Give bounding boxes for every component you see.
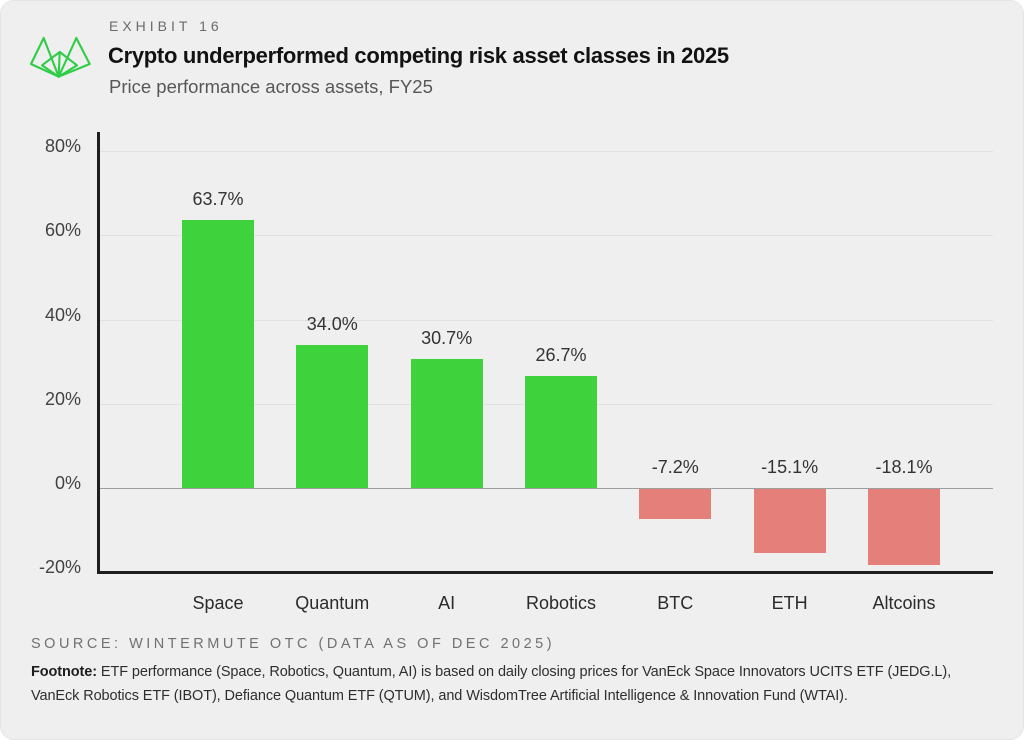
wintermute-logo-icon xyxy=(29,36,91,78)
chart-subtitle: Price performance across assets, FY25 xyxy=(109,76,433,97)
gridline-60 xyxy=(98,235,993,237)
bar-btc xyxy=(639,489,712,520)
xtick-label-altcoins: Altcoins xyxy=(872,593,936,614)
chart-title: Crypto underperformed competing risk ass… xyxy=(108,43,729,68)
x-axis-line xyxy=(96,571,993,575)
bar-value-label-quantum: 34.0% xyxy=(306,313,358,334)
bar-value-label-ai: 30.7% xyxy=(421,327,473,348)
xtick-label-eth: ETH xyxy=(771,593,808,614)
bar-value-label-eth: -15.1% xyxy=(761,457,819,477)
ytick-label-40: 40% xyxy=(44,304,81,325)
y-axis-line xyxy=(96,132,100,574)
bar-ai xyxy=(410,358,483,488)
footnote-label: Footnote: xyxy=(31,664,97,680)
bar-value-label-altcoins: -18.1% xyxy=(875,457,933,477)
zero-line xyxy=(98,488,993,489)
ytick-label-20: 20% xyxy=(44,388,81,409)
exhibit-number: EXHIBIT 16 xyxy=(109,18,223,34)
bar-robotics xyxy=(525,375,597,488)
xtick-label-btc: BTC xyxy=(657,593,694,614)
xtick-label-space: Space xyxy=(192,593,244,614)
source-line: SOURCE: WINTERMUTE OTC (DATA AS OF DEC 2… xyxy=(31,636,556,652)
bar-eth xyxy=(753,489,826,553)
xtick-label-ai: AI xyxy=(438,593,456,614)
bar-value-label-btc: -7.2% xyxy=(651,457,699,477)
bar-quantum xyxy=(296,344,369,488)
ytick-label-60: 60% xyxy=(44,220,81,241)
xtick-label-quantum: Quantum xyxy=(295,593,370,614)
footnote-text: ETF performance (Space, Robotics, Quantu… xyxy=(31,664,952,704)
ytick-label--20: -20% xyxy=(38,557,81,578)
footnote: Footnote: ETF performance (Space, Roboti… xyxy=(31,660,983,708)
bar-altcoins xyxy=(868,489,940,566)
ytick-label-0: 0% xyxy=(54,473,81,493)
bar-space xyxy=(182,219,254,488)
bar-value-label-space: 63.7% xyxy=(192,188,244,209)
ytick-label-80: 80% xyxy=(44,136,81,156)
bar-value-label-robotics: 26.7% xyxy=(535,344,587,365)
gridline-40 xyxy=(98,319,993,321)
gridline-80 xyxy=(98,151,993,152)
xtick-label-robotics: Robotics xyxy=(525,593,597,614)
